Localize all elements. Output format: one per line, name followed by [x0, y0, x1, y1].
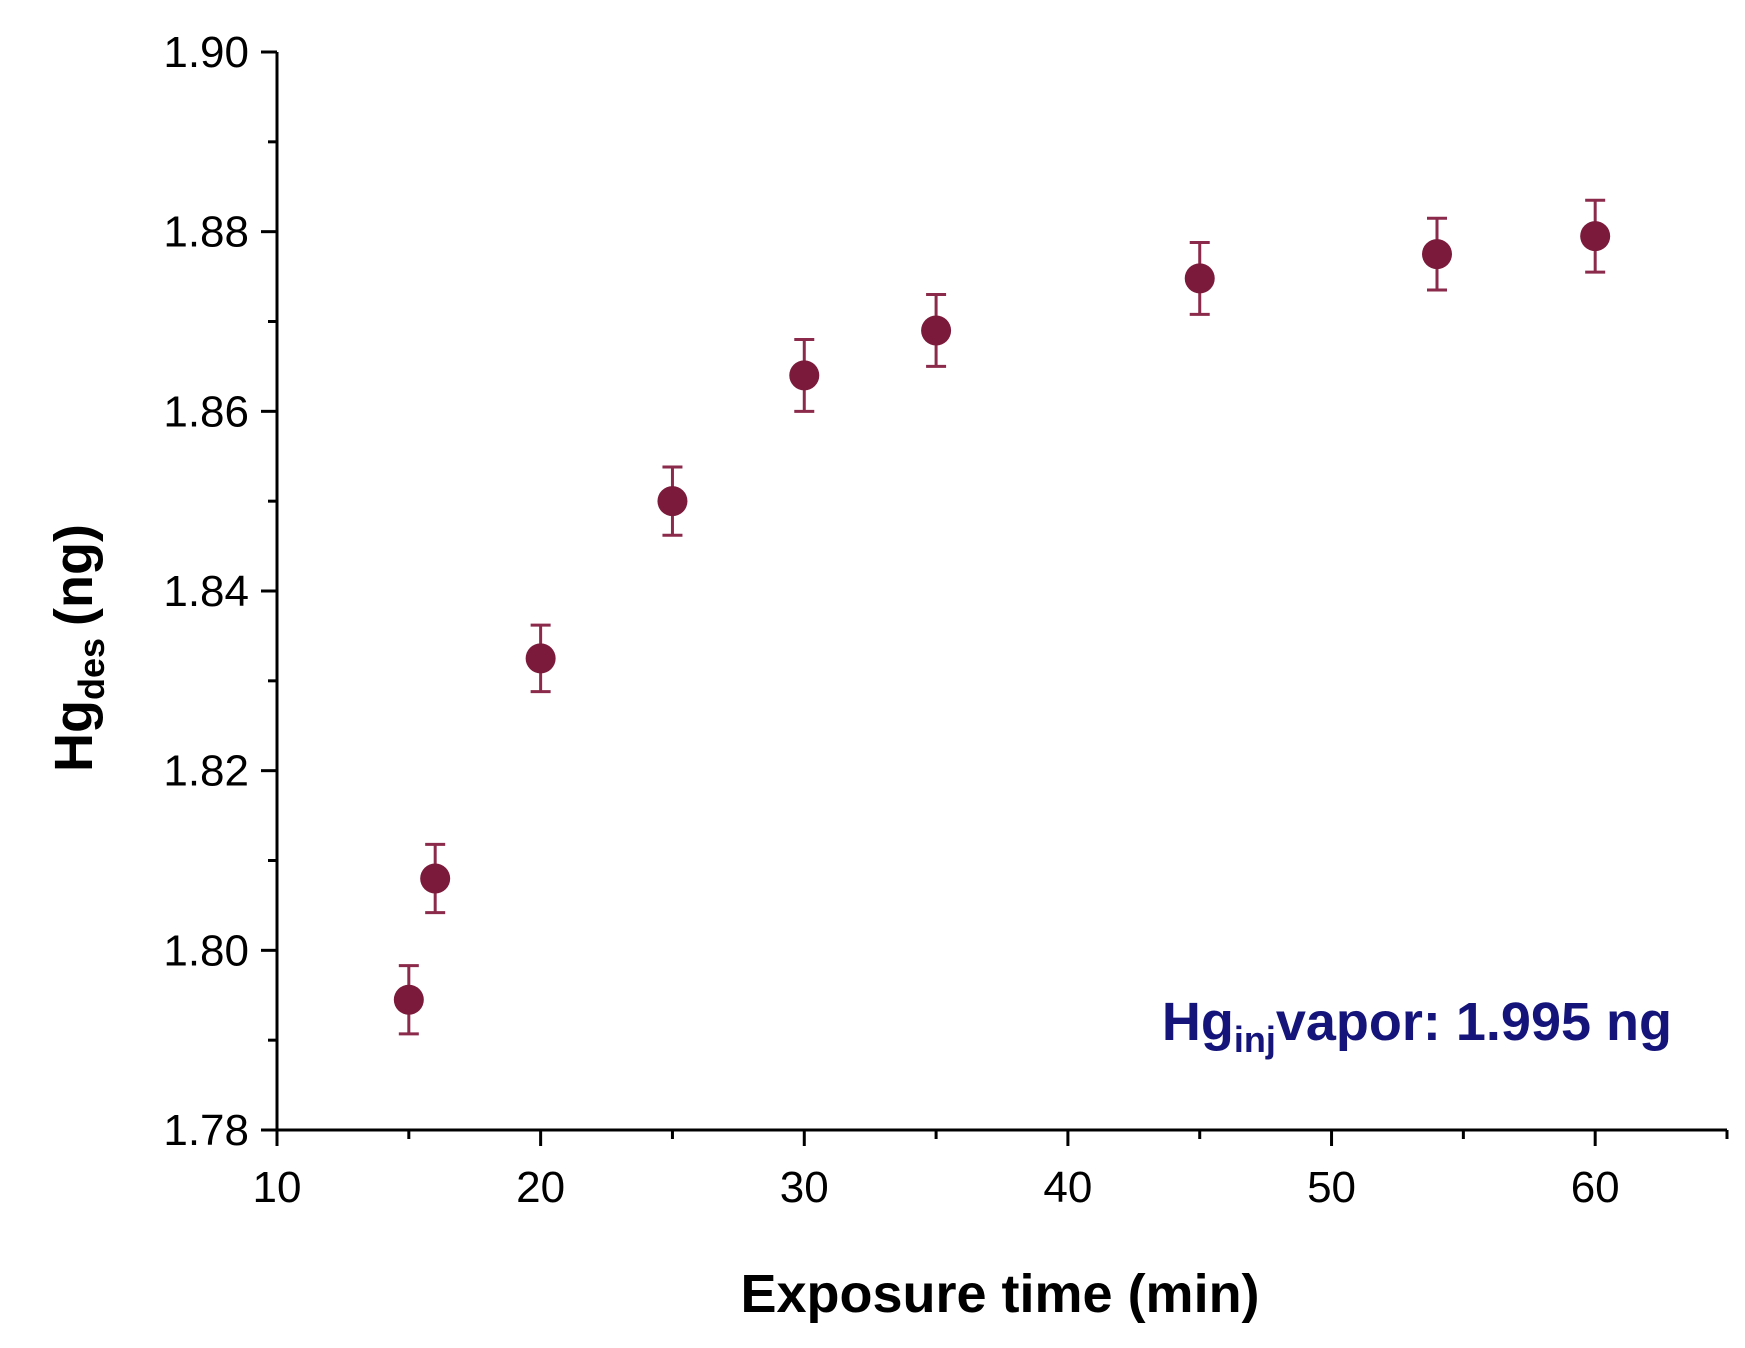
annotation-main: Hg [1162, 992, 1234, 1052]
data-point [657, 486, 688, 517]
annotation-rest: vapor: 1.995 ng [1276, 992, 1672, 1052]
x-axis-title: Exposure time (min) [740, 1264, 1259, 1324]
data-point-group [1184, 240, 1215, 316]
y-axis-title: Hgdes (ng) [44, 524, 112, 772]
x-tick-label: 20 [516, 1163, 565, 1212]
y-tick-label: 1.82 [163, 747, 249, 796]
axes [275, 52, 1727, 1132]
data-point-group [1422, 216, 1452, 292]
data-point-group [525, 623, 556, 694]
data-point-group [657, 465, 688, 537]
x-tick-label: 40 [1043, 1163, 1092, 1212]
y-tick-label: 1.78 [163, 1106, 249, 1155]
data-point [393, 984, 424, 1015]
x-tick-label: 50 [1307, 1163, 1356, 1212]
x-tick-label: 10 [253, 1163, 302, 1212]
x-tick-label: 30 [780, 1163, 829, 1212]
data-point [921, 315, 952, 346]
data-point-group [789, 337, 820, 413]
data-point [1422, 239, 1452, 270]
data-point-group [1580, 198, 1611, 274]
y-tick-label: 1.86 [163, 387, 249, 436]
y-tick-label: 1.84 [163, 567, 249, 616]
y-tick-label: 1.88 [163, 208, 249, 257]
data-point [420, 863, 451, 894]
data-point [525, 643, 556, 674]
y-tick-label: 1.80 [163, 926, 249, 975]
data-point-group [393, 964, 424, 1036]
y-axis-title-main: Hg [44, 700, 104, 772]
annotation-text: Hginjvapor: 1.995 ng [1162, 992, 1672, 1060]
data-points [393, 198, 1611, 1036]
data-point [789, 360, 820, 391]
y-axis-title-sub: des [71, 638, 112, 700]
ticks: 10 20 30 40 50 60 1.78 1.80 1.82 1.84 1.86 1.88 1.90 [163, 28, 1729, 1212]
x-tick-label: 60 [1571, 1163, 1620, 1212]
data-point [1580, 221, 1611, 252]
data-point-group [420, 842, 451, 915]
annotation-sub: inj [1234, 1019, 1276, 1060]
data-point [1184, 263, 1215, 294]
y-axis-title-unit: (ng) [44, 524, 104, 626]
y-tick-label: 1.90 [163, 28, 249, 77]
data-point-group [921, 293, 952, 368]
